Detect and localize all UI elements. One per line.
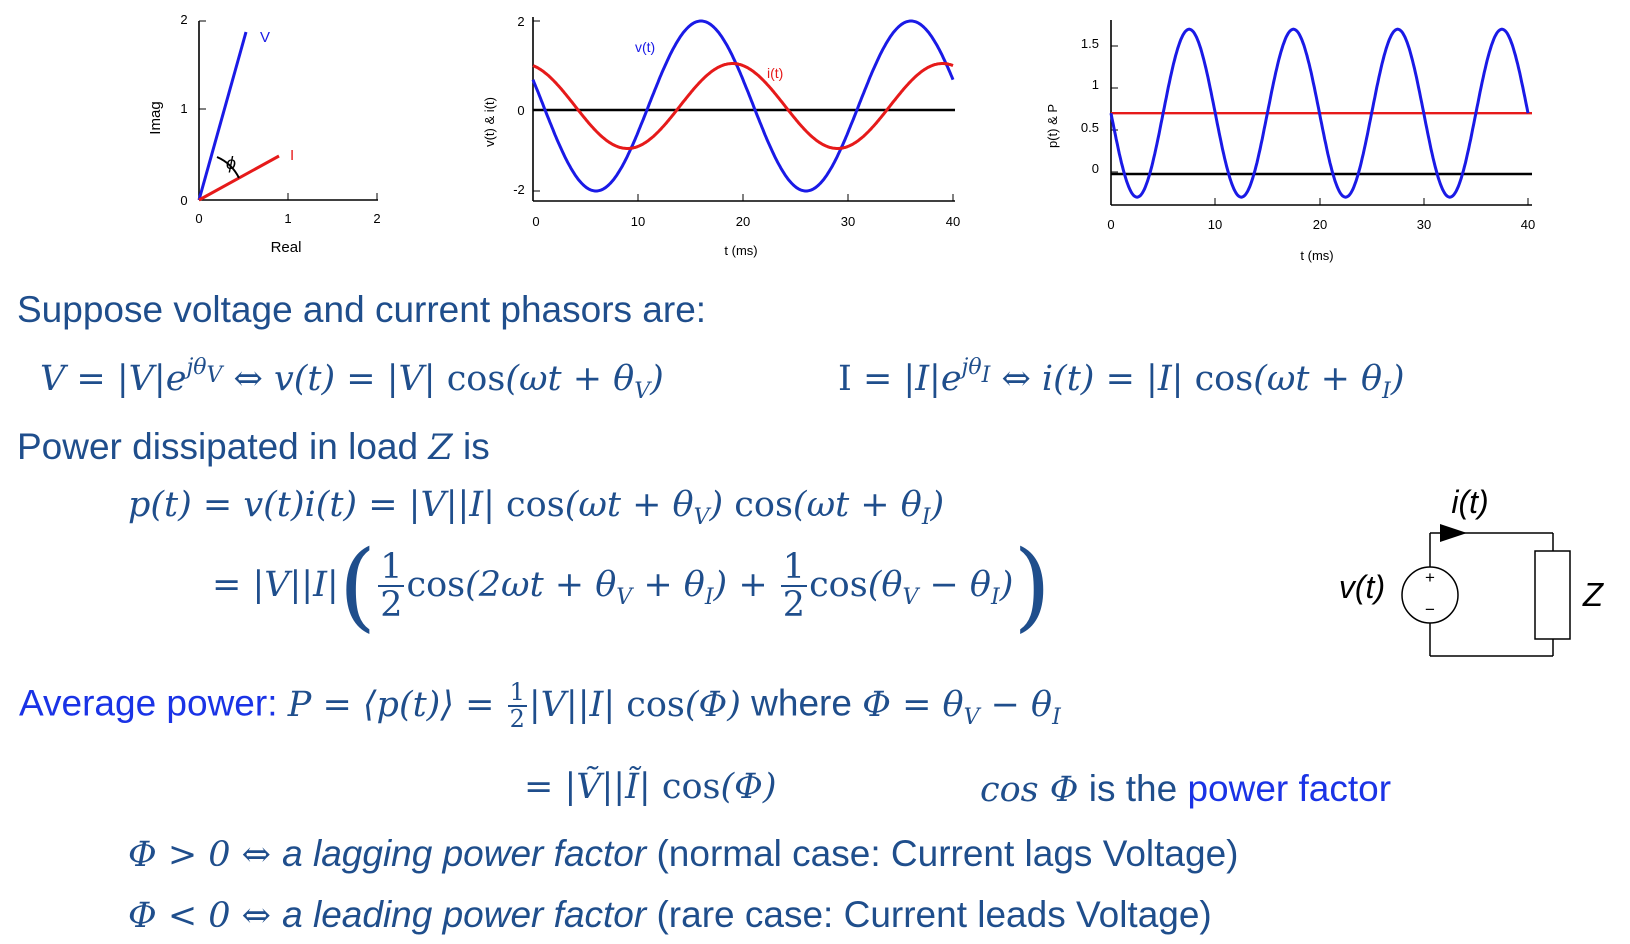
phasor-y-tick: 1 — [180, 101, 187, 116]
power-x-tick: 20 — [1313, 217, 1327, 232]
current-label: i(t) — [1451, 484, 1488, 520]
i-wave-label: i(t) — [767, 65, 783, 81]
average-power-line: Average power: P = ⟨p(t)⟩ = 1 2 |V||I| cos… — [19, 678, 1061, 734]
vi-x-tick: 40 — [946, 214, 960, 229]
vi-y-tick: 0 — [517, 103, 524, 118]
phasor-x-tick: 2 — [373, 211, 380, 226]
phase-angle-arc — [216, 156, 240, 179]
instant-power-expansion: = |V||I|(1 2 cos(2ωt + θV + θI) + 1 2 cos(θV… — [212, 530, 1051, 642]
power-dissipated-line: Power dissipated in load Z is — [17, 426, 490, 468]
vi-ylabel: v(t) & i(t) — [482, 97, 497, 147]
phasor-i-label: I — [290, 147, 294, 164]
circuit-diagram: + − i(t) v(t) Z — [1339, 484, 1605, 657]
phasor-y-tick: 0 — [180, 193, 187, 208]
voltage-phasor-equation: V = |V|ejθV ⇔ v(t) = |V| cos(ωt + θV) — [40, 355, 664, 404]
phi-label: ϕ — [226, 153, 236, 173]
phasor-v-label: V — [260, 29, 270, 46]
power-ylabel: p(t) & P — [1045, 104, 1060, 148]
current-arrow — [1440, 524, 1467, 542]
power-x-tick: 40 — [1521, 217, 1535, 232]
vi-x-tick: 0 — [532, 214, 539, 229]
phasor-xlabel: Real — [271, 239, 302, 256]
power-y-tick: 1.5 — [1081, 36, 1099, 51]
phasor-x-tick: 1 — [284, 211, 291, 226]
power-factor-definition: cos Φ is the power factor — [980, 768, 1392, 810]
phasor-chart: 0 1 2 0 1 2 Real Imag V I ϕ — [147, 12, 381, 256]
vi-chart: 2 0 -2 0 10 20 30 40 t (ms) v(t) & i(t) … — [482, 14, 960, 258]
phasor-x-tick: 0 — [195, 211, 202, 226]
instant-power-wave — [1109, 27, 1530, 199]
voltage-source — [1401, 566, 1459, 624]
power-x-tick: 0 — [1107, 217, 1114, 232]
vi-y-tick: -2 — [513, 182, 525, 197]
impedance-label: Z — [1582, 576, 1605, 613]
vi-xlabel: t (ms) — [724, 243, 757, 258]
power-xlabel: t (ms) — [1300, 248, 1333, 263]
vi-x-tick: 20 — [736, 214, 750, 229]
leading-line: Φ < 0 ⇔ a leading power factor (rare cas… — [128, 894, 1212, 936]
lagging-line: Φ > 0 ⇔ a lagging power factor (normal c… — [128, 833, 1239, 875]
power-y-tick: 1 — [1092, 77, 1099, 92]
impedance-box — [1534, 550, 1571, 640]
power-chart: 1.5 1 0.5 0 0 10 20 30 40 t (ms) p(t) & … — [1045, 20, 1535, 263]
source-plus: + — [1425, 568, 1435, 587]
i-wave — [532, 62, 954, 150]
current-phasor-equation: I = |I|ejθI ⇔ i(t) = |I| cos(ωt + θI) — [838, 355, 1405, 404]
instant-power-equation: p(t) = v(t)i(t) = |V||I| cos(ωt + θV) co… — [128, 485, 945, 530]
source-minus: − — [1425, 600, 1435, 619]
phasor-v-line — [197, 31, 248, 201]
vi-x-tick: 10 — [631, 214, 645, 229]
v-wave — [531, 19, 955, 193]
power-y-tick: 0.5 — [1081, 120, 1099, 135]
phasor-y-tick: 2 — [180, 12, 187, 27]
vi-x-tick: 30 — [841, 214, 855, 229]
v-wave-label: v(t) — [635, 39, 655, 55]
power-x-tick: 10 — [1208, 217, 1222, 232]
power-y-tick: 0 — [1092, 161, 1099, 176]
rms-power-equation: = |Ṽ||Ĩ| cos(Φ) — [524, 767, 777, 807]
power-x-tick: 30 — [1417, 217, 1431, 232]
vi-y-tick: 2 — [517, 14, 524, 29]
intro-line: Suppose voltage and current phasors are: — [17, 289, 707, 330]
voltage-label: v(t) — [1339, 569, 1385, 605]
phasor-ylabel: Imag — [147, 101, 164, 134]
